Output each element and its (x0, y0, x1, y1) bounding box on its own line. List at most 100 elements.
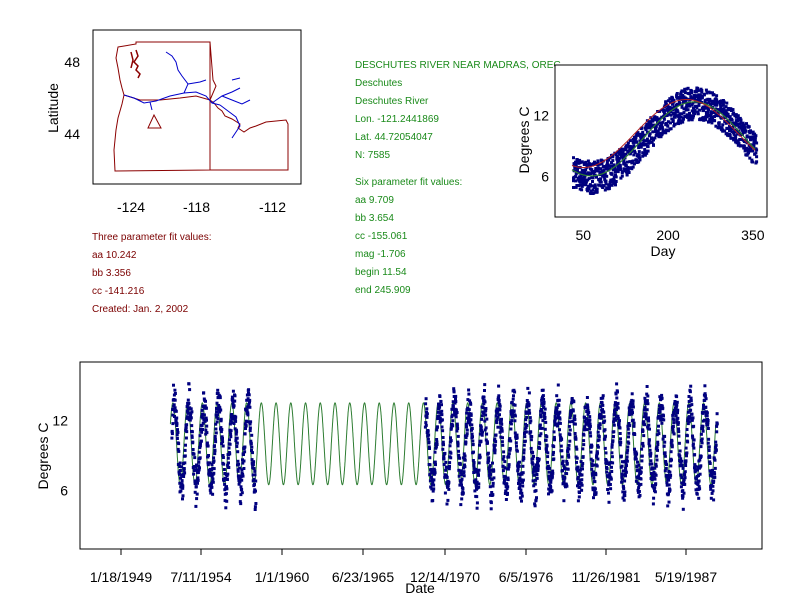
seasonal-point (738, 138, 742, 141)
timeseries-xlabel: Date (405, 580, 435, 596)
timeseries-x-tick-label: 6/5/1976 (499, 569, 554, 585)
timeseries-point (445, 475, 449, 479)
timeseries-point (602, 415, 606, 419)
timeseries-point (530, 435, 534, 439)
timeseries-point (212, 471, 216, 475)
timeseries-point (454, 397, 457, 401)
timeseries-point (175, 422, 179, 426)
timeseries-point (484, 438, 488, 442)
timeseries-point (225, 487, 229, 491)
timeseries-point (470, 423, 474, 427)
timeseries-point (503, 466, 507, 470)
timeseries-point (446, 484, 450, 488)
timeseries-point (556, 413, 560, 417)
seasonal-point (752, 145, 756, 149)
timeseries-point (515, 449, 519, 453)
seasonal-point (642, 139, 646, 143)
timeseries-point (670, 458, 673, 462)
timeseries-point (596, 444, 600, 448)
seasonal-point (631, 159, 635, 163)
timeseries-point (644, 415, 648, 418)
timeseries-point (220, 435, 224, 439)
seasonal-point (707, 108, 710, 112)
timeseries-point (466, 398, 470, 402)
timeseries-point (683, 476, 687, 480)
seasonal-point (595, 169, 599, 173)
timeseries-point (566, 450, 570, 454)
seasonal-point (752, 143, 756, 147)
timeseries-point (699, 432, 703, 436)
timeseries-point (506, 476, 510, 480)
timeseries-point (504, 498, 508, 501)
timeseries-point (475, 480, 479, 484)
timeseries-point (197, 468, 201, 472)
timeseries-point (541, 388, 545, 392)
timeseries-point (604, 451, 608, 455)
timeseries-point (641, 429, 645, 433)
seasonal-point (652, 143, 655, 147)
seasonal-point (641, 133, 645, 137)
timeseries-point (500, 429, 504, 433)
site-lat: Lat. 44.72054047 (355, 132, 433, 143)
timeseries-point (578, 486, 582, 489)
seasonal-point (730, 136, 733, 140)
seasonal-point (572, 179, 575, 183)
timeseries-point (491, 481, 495, 485)
timeseries-point (184, 426, 188, 430)
seasonal-point (610, 183, 614, 187)
timeseries-point (221, 454, 225, 457)
timeseries-point (582, 433, 586, 437)
timeseries-point (660, 396, 664, 400)
timeseries-point (601, 403, 605, 407)
timeseries-point (464, 440, 468, 444)
timeseries-point (697, 485, 701, 489)
seasonal-point (638, 156, 642, 160)
timeseries-point (639, 482, 643, 486)
timeseries-point (233, 394, 237, 398)
timeseries-point (211, 492, 215, 496)
timeseries-point (182, 467, 186, 471)
timeseries-point (250, 445, 254, 449)
timeseries-point (512, 409, 516, 413)
seasonal-point (719, 101, 723, 105)
seasonal-point (683, 91, 687, 95)
seasonal-point (731, 108, 735, 112)
timeseries-point (509, 422, 513, 426)
seasonal-point (688, 111, 691, 115)
seasonal-point (683, 87, 687, 91)
timeseries-point (560, 455, 564, 459)
timeseries-point (491, 493, 495, 497)
timeseries-point (695, 492, 699, 496)
river-network (123, 51, 251, 139)
timeseries-point (608, 483, 612, 486)
timeseries-point (605, 467, 609, 471)
timeseries-point (546, 464, 550, 468)
timeseries-point (500, 417, 503, 421)
seasonal-y-ticks: 612 (533, 108, 549, 185)
timeseries-point (675, 403, 679, 407)
timeseries-point (539, 413, 543, 417)
timeseries-point (214, 427, 218, 431)
timeseries-point (665, 463, 668, 467)
timeseries-point (714, 448, 718, 452)
timeseries-point (610, 465, 613, 469)
timeseries-point (633, 433, 637, 436)
seasonal-point (691, 116, 695, 120)
timeseries-point (541, 394, 545, 398)
timeseries-point (227, 466, 231, 469)
timeseries-point (189, 416, 193, 420)
timeseries-point (548, 466, 552, 470)
timeseries-point (425, 407, 429, 411)
timeseries-point (567, 453, 570, 457)
seasonal-point (610, 164, 613, 168)
timeseries-point (458, 456, 462, 460)
timeseries-point (542, 400, 546, 404)
timeseries-point (440, 413, 444, 417)
timeseries-point (478, 443, 481, 447)
timeseries-point (175, 424, 179, 427)
timeseries-point (515, 433, 519, 437)
state-boundaries (113, 41, 289, 172)
timeseries-point (222, 462, 226, 466)
timeseries-point (524, 430, 528, 434)
timeseries-point (582, 443, 586, 447)
